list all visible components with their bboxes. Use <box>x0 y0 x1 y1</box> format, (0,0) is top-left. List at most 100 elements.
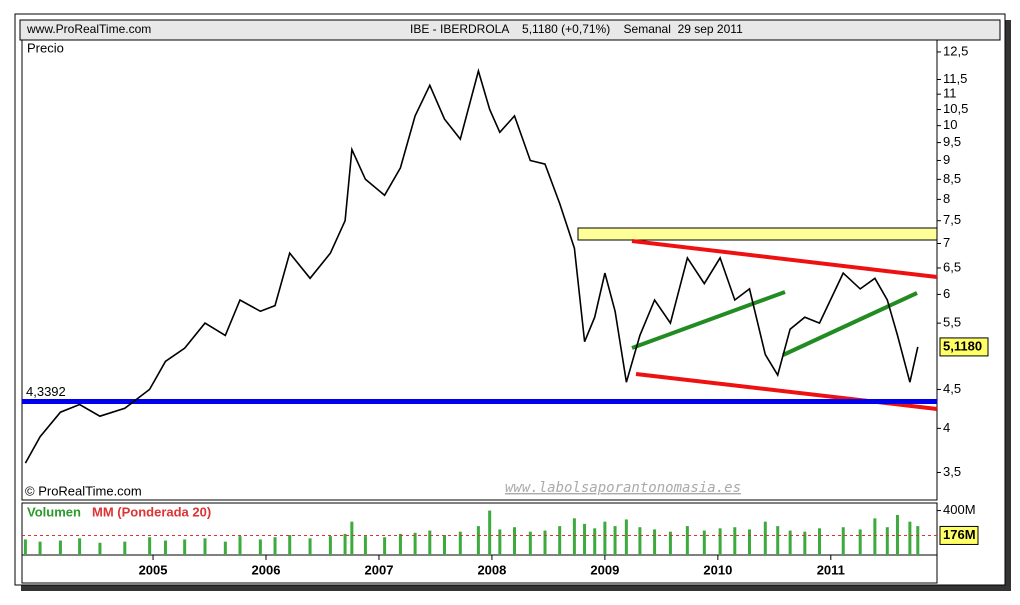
volume-bar <box>273 537 277 555</box>
volume-bar <box>476 526 480 555</box>
volume-bar <box>572 518 576 555</box>
watermark: www.labolsaporantonomasia.es <box>505 480 741 496</box>
volume-bar <box>148 537 152 555</box>
volume-bar <box>613 526 617 555</box>
volume-bar <box>258 539 262 555</box>
trend-line <box>782 291 918 357</box>
volume-subtitle: MM (Ponderada 20) <box>92 504 211 519</box>
site-name: www.ProRealTime.com <box>26 22 151 36</box>
volume-bar <box>98 542 102 555</box>
x-tick-label: 2007 <box>365 562 394 577</box>
x-tick-label: 2005 <box>139 562 168 577</box>
volume-bar <box>458 531 462 555</box>
y-tick-label: 8,5 <box>943 171 961 186</box>
y-tick-label: 3,5 <box>943 464 961 479</box>
volume-bar <box>383 537 387 555</box>
panel-title: Precio <box>27 40 64 55</box>
last-ma-box <box>939 525 979 545</box>
y-tick-label: 9,5 <box>943 134 961 149</box>
volume-bar <box>223 541 227 555</box>
volume-bar <box>498 529 502 555</box>
last-ma-label: 176M <box>943 527 976 542</box>
volume-bar <box>624 519 628 555</box>
volume-bar <box>398 533 402 555</box>
volume-bar <box>78 538 82 555</box>
volume-bar <box>841 527 845 555</box>
volume-bar <box>350 521 354 555</box>
volume-bar <box>638 527 642 555</box>
last-price-box <box>939 337 989 357</box>
trend-line <box>631 290 786 350</box>
volume-bar <box>203 538 207 555</box>
trend-line <box>631 239 938 279</box>
volume-bar <box>583 523 587 555</box>
volume-bar <box>488 510 492 555</box>
y-tick-label: 5,5 <box>943 315 961 330</box>
y-tick-label: 8 <box>943 191 950 206</box>
volume-bar <box>593 528 597 555</box>
volume-bar <box>803 531 807 555</box>
volume-bar <box>513 527 517 555</box>
volume-bar <box>558 526 562 555</box>
time-axis <box>21 554 938 584</box>
resistance-band <box>577 227 938 241</box>
copyright: © ProRealTime.com <box>25 483 142 498</box>
volume-bar <box>38 541 42 555</box>
x-tick-label: 2006 <box>252 562 281 577</box>
volume-bar <box>895 515 899 555</box>
y-tick-label: 12,5 <box>943 43 968 58</box>
volume-bar <box>653 529 657 555</box>
volume-bar <box>885 527 889 555</box>
x-tick-label: 2008 <box>477 562 506 577</box>
volume-bar <box>873 518 877 555</box>
volume-bar <box>788 530 792 555</box>
x-tick-label: 2009 <box>590 562 619 577</box>
volume-bar <box>238 536 242 555</box>
volume-bar <box>916 526 920 555</box>
price-panel <box>21 39 938 501</box>
volume-bar <box>123 541 127 555</box>
volume-bar <box>747 529 751 555</box>
y-tick-label: 7 <box>943 235 950 250</box>
volume-bar <box>308 538 312 555</box>
y-tick-label: 10 <box>943 117 957 132</box>
instrument-info: IBE - IBERDROLA 5,1180 (+0,71%) Semanal … <box>410 22 743 36</box>
volume-bar <box>442 535 446 555</box>
volume-bar <box>543 530 547 555</box>
volume-bar <box>908 521 912 555</box>
volume-bar <box>603 521 607 555</box>
volume-bar <box>685 526 689 555</box>
y-tick-label: 9 <box>943 152 950 167</box>
volume-bar <box>343 533 347 555</box>
volume-bar <box>668 531 672 555</box>
volume-bar <box>288 535 292 555</box>
y-tick-label: 11,5 <box>943 71 967 86</box>
volume-bar <box>718 528 722 555</box>
x-tick-label: 2010 <box>703 562 732 577</box>
y-tick-label: 11 <box>943 86 957 101</box>
volume-bar <box>328 536 332 555</box>
volume-bar <box>818 528 822 555</box>
volume-bar <box>702 530 706 555</box>
volume-bar <box>428 530 432 555</box>
volume-bar <box>163 540 167 555</box>
volume-bar <box>363 536 367 555</box>
y-tick-label: 4,5 <box>943 381 961 396</box>
volume-bar <box>733 527 737 555</box>
y-tick-label: 4 <box>943 420 950 435</box>
volume-title: Volumen <box>27 504 81 519</box>
volume-bar <box>23 539 27 555</box>
volume-bar <box>58 540 62 555</box>
y-tick-label: 6 <box>943 286 950 301</box>
y-tick-label: 10,5 <box>943 101 968 116</box>
volume-bar <box>528 531 532 555</box>
last-price-label: 5,1180 <box>943 338 982 353</box>
price-line <box>24 68 919 464</box>
y-tick-label: 7,5 <box>943 212 961 227</box>
volume-bar <box>413 532 417 555</box>
volume-bar <box>183 539 187 555</box>
y-tick-label: 400M <box>943 502 976 517</box>
y-tick-label: 6,5 <box>943 259 961 274</box>
support-label: 4,3392 <box>26 384 66 399</box>
